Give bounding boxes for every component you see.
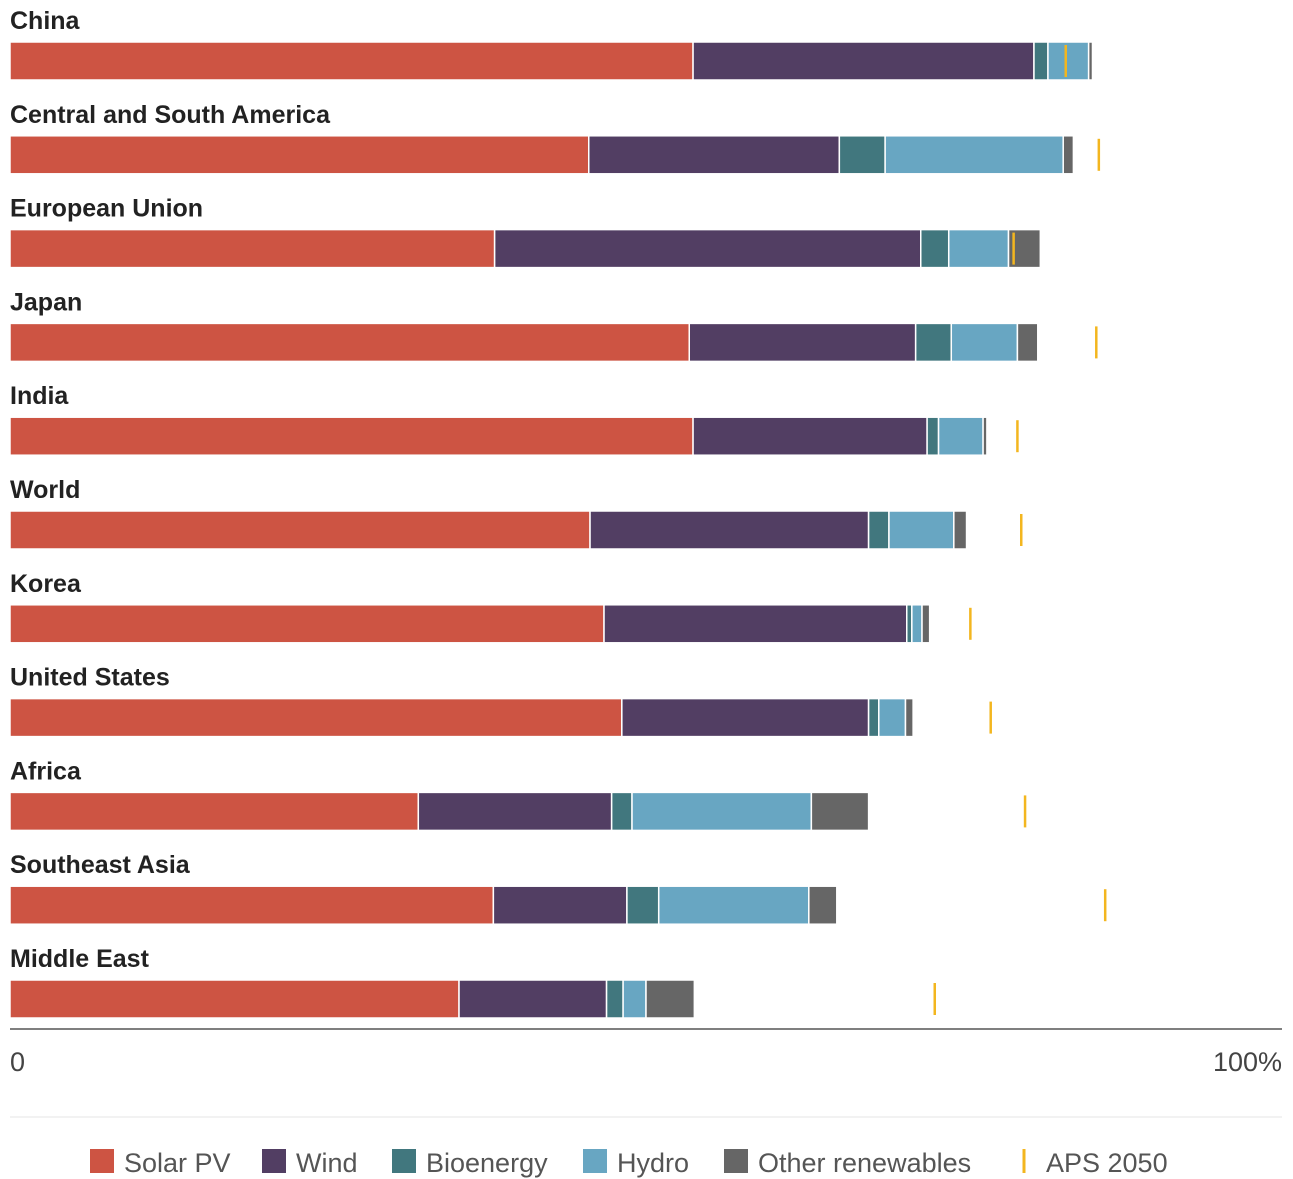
legend-item-aps-2050: APS 2050 [1022,1148,1168,1178]
bar-segment-bioenergy [926,416,940,456]
category-label: Africa [10,757,82,785]
legend-label: APS 2050 [1046,1148,1168,1178]
bar-segment-hydro [631,791,813,832]
row-world: World [9,476,1023,550]
bar-segment-hydro [888,510,955,550]
category-label: World [10,476,80,504]
legend-label: Solar PV [124,1148,231,1178]
legend-item-other-renewables: Other renewables [724,1148,971,1178]
bar-segment-hydro [884,135,1064,175]
row-africa: Africa [9,757,1027,832]
category-label: Southeast Asia [10,851,191,879]
bar-segment-solar-pv [9,885,495,925]
row-european-union: European Union [9,195,1042,269]
x-tick-label-end: 100% [1213,1047,1282,1077]
bar-segment-solar-pv [9,697,623,738]
row-southeast-asia: Southeast Asia [9,851,1107,925]
bar-segment-bioenergy [626,885,660,925]
legend-swatch [90,1149,114,1173]
bar-segment-bioenergy [906,604,913,644]
row-central-and-south-america: Central and South America [9,101,1101,175]
bar-segment-other-renewables [1087,41,1094,81]
bar-segment-wind [458,979,608,1019]
category-label: China [10,7,81,35]
bar-segment-bioenergy [920,228,950,269]
bar-segment-solar-pv [9,510,591,550]
bar-segment-hydro [937,416,984,456]
category-label: Japan [10,288,82,316]
row-united-states: United States [9,664,992,738]
row-korea: Korea [9,570,972,644]
bar-segment-hydro [911,604,923,644]
legend-swatch [392,1149,416,1173]
legend-swatch [583,1149,607,1173]
bar-segment-wind [692,416,928,456]
category-label: India [10,382,69,410]
legend-label: Other renewables [758,1148,971,1178]
legend-item-wind: Wind [262,1148,358,1178]
bar-segment-wind [417,791,613,832]
bar-segment-solar-pv [9,791,420,832]
legend-item-bioenergy: Bioenergy [392,1148,548,1178]
x-tick-label-start: 0 [10,1047,25,1077]
bar-segment-hydro [950,322,1019,363]
bar-segment-bioenergy [1033,41,1049,81]
legend-label: Hydro [617,1148,689,1178]
bar-segment-other-renewables [810,791,870,832]
bar-segment-other-renewables [645,979,696,1019]
legend-label: Bioenergy [426,1148,548,1178]
legend-item-hydro: Hydro [583,1148,689,1178]
bar-segment-solar-pv [9,135,590,175]
category-label: Central and South America [10,101,331,129]
bar-segment-wind [692,41,1035,81]
bar-segment-other-renewables [953,510,968,550]
bar-segment-solar-pv [9,228,496,269]
category-label: European Union [10,195,203,223]
bar-segment-hydro [622,979,647,1019]
bar-segment-hydro [657,885,810,925]
bar-segment-other-renewables [808,885,838,925]
bar-segment-other-renewables [1016,322,1039,363]
bar-segment-solar-pv [9,416,694,456]
bar-segment-bioenergy [610,791,633,832]
bar-segment-other-renewables [982,416,988,456]
legend-swatch [724,1149,748,1173]
bar-segment-bioenergy [605,979,624,1019]
bar-segment-bioenergy [914,322,953,363]
bar-segment-wind [688,322,917,363]
row-japan: Japan [9,288,1098,363]
bar-segment-solar-pv [9,604,605,644]
row-india: India [9,382,1019,456]
category-label: Korea [10,570,82,598]
bar-segment-hydro [878,697,907,738]
category-label: Middle East [10,945,150,973]
bar-segment-other-renewables [1062,135,1075,175]
bar-segment-wind [621,697,870,738]
category-label: United States [10,664,170,692]
legend-item-solar-pv: Solar PV [90,1148,231,1178]
bar-segment-solar-pv [9,41,694,81]
bar-segment-bioenergy [838,135,886,175]
bar-segment-wind [493,228,922,269]
bar-segment-wind [492,885,628,925]
legend-swatch [262,1149,286,1173]
legend-label: Wind [296,1148,358,1178]
bar-segment-bioenergy [867,697,880,738]
bar-segment-wind [589,510,870,550]
bar-segment-bioenergy [867,510,890,550]
bar-segment-wind [603,604,908,644]
bar-segment-other-renewables [904,697,914,738]
bar-segment-hydro [1047,41,1090,81]
legend: Solar PV Wind Bioenergy Hydro Other renewabl… [90,1148,1168,1178]
bar-segment-hydro [947,228,1010,269]
chart-rows: China Central and South America European U… [9,7,1107,1019]
bar-segment-solar-pv [9,979,460,1019]
bar-segment-solar-pv [9,322,690,363]
bar-segment-wind [588,135,841,175]
bar-segment-other-renewables [921,604,931,644]
row-middle-east: Middle East [9,945,936,1019]
row-china: China [9,7,1094,81]
